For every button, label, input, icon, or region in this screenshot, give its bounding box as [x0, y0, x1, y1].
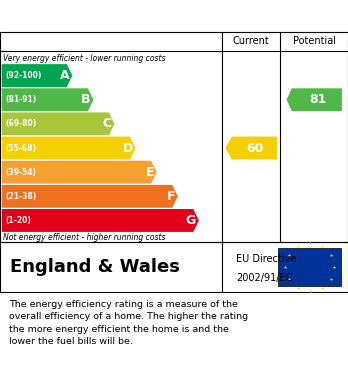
Text: (81-91): (81-91) — [5, 95, 37, 104]
Polygon shape — [286, 88, 342, 111]
Text: (1-20): (1-20) — [5, 216, 31, 225]
Text: England & Wales: England & Wales — [10, 258, 180, 276]
Text: Energy Efficiency Rating: Energy Efficiency Rating — [9, 9, 219, 23]
Polygon shape — [226, 136, 277, 160]
Polygon shape — [2, 88, 93, 111]
Text: Current: Current — [233, 36, 270, 47]
Text: F: F — [166, 190, 175, 203]
Text: C: C — [103, 117, 112, 130]
Text: (39-54): (39-54) — [5, 168, 36, 177]
Polygon shape — [2, 136, 136, 160]
Polygon shape — [2, 64, 72, 87]
Polygon shape — [2, 161, 157, 184]
Text: 81: 81 — [309, 93, 326, 106]
Text: (55-68): (55-68) — [5, 143, 36, 152]
Text: 60: 60 — [246, 142, 263, 154]
Text: Not energy efficient - higher running costs: Not energy efficient - higher running co… — [3, 233, 166, 242]
Text: E: E — [145, 166, 154, 179]
Text: (21-38): (21-38) — [5, 192, 37, 201]
Text: EU Directive: EU Directive — [236, 255, 296, 264]
Text: G: G — [186, 214, 196, 227]
Text: 2002/91/EC: 2002/91/EC — [236, 273, 292, 283]
Polygon shape — [2, 185, 178, 208]
Text: D: D — [122, 142, 133, 154]
Text: Potential: Potential — [293, 36, 336, 47]
Text: The energy efficiency rating is a measure of the
overall efficiency of a home. T: The energy efficiency rating is a measur… — [9, 300, 248, 346]
Text: B: B — [81, 93, 90, 106]
Polygon shape — [2, 209, 199, 232]
Text: (69-80): (69-80) — [5, 119, 37, 128]
Text: (92-100): (92-100) — [5, 71, 42, 80]
Text: Very energy efficient - lower running costs: Very energy efficient - lower running co… — [3, 54, 166, 63]
Polygon shape — [2, 113, 114, 135]
Bar — [278, 248, 341, 286]
Text: A: A — [60, 69, 70, 82]
